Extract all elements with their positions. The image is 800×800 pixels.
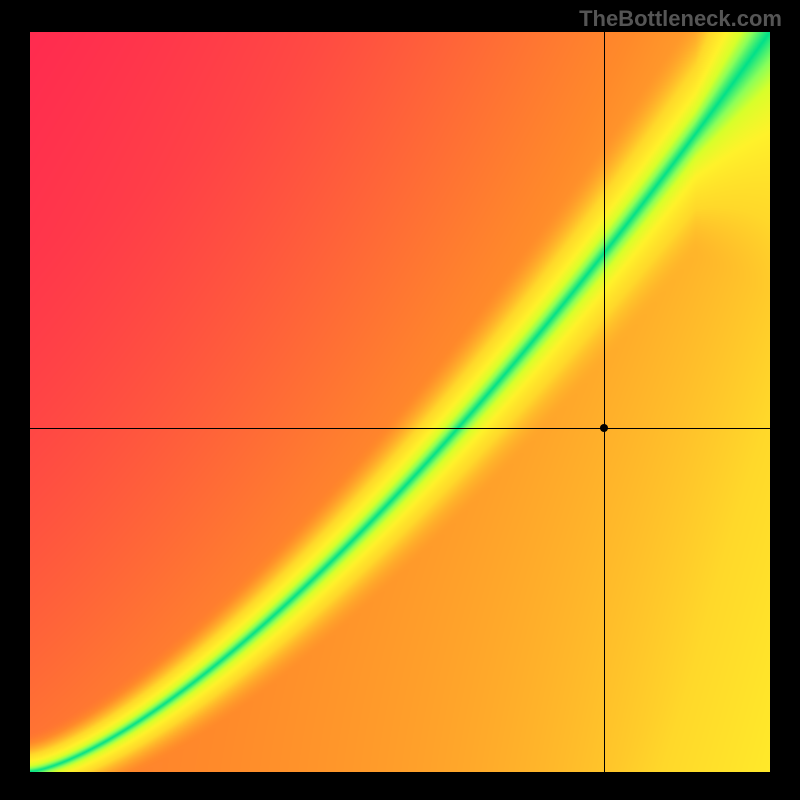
- crosshair-horizontal: [30, 428, 770, 429]
- watermark-label: TheBottleneck.com: [579, 6, 782, 32]
- crosshair-vertical: [604, 32, 605, 772]
- heatmap-canvas: [30, 32, 770, 772]
- data-point-marker: [600, 424, 608, 432]
- heatmap-plot: [30, 32, 770, 772]
